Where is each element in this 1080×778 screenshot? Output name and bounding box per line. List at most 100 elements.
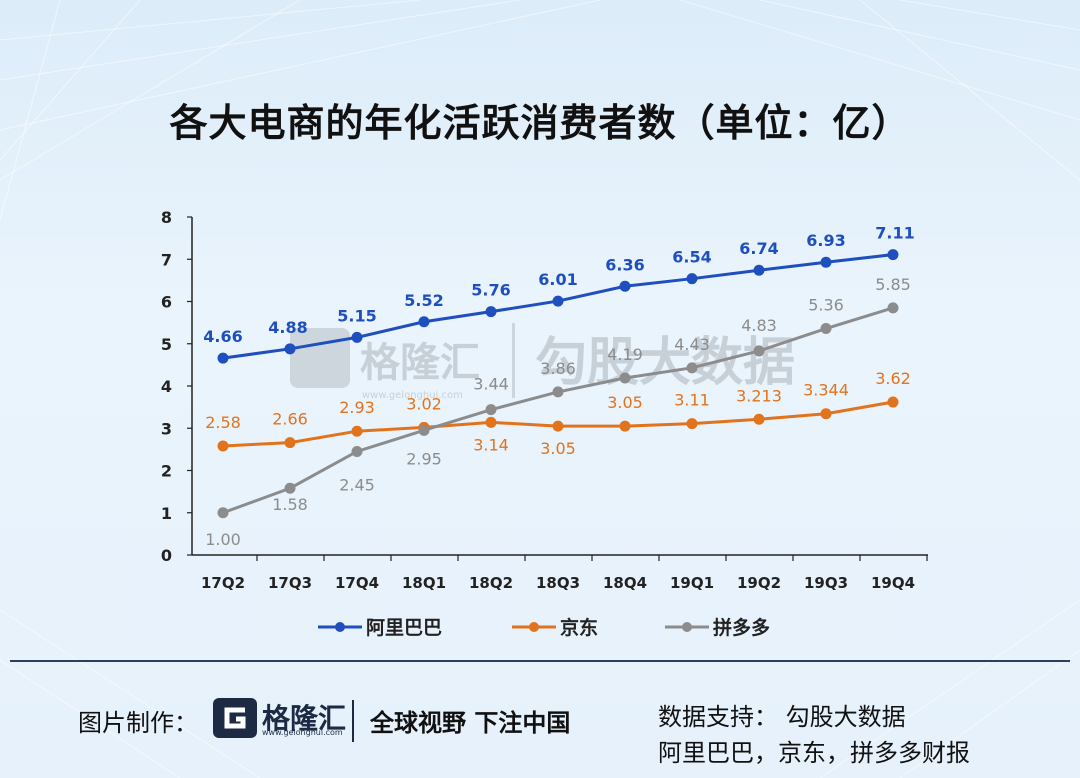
data-point [351,331,363,343]
y-tick-label: 1 [161,504,172,523]
data-label: 5.76 [471,281,510,300]
credit-label: 图片制作： [78,709,198,737]
data-point [820,408,832,420]
data-label: 6.54 [672,248,711,267]
legend-label: 京东 [560,616,598,639]
data-point [820,256,832,268]
data-label: 2.58 [205,413,241,432]
y-tick-label: 8 [161,208,172,227]
data-label: 3.344 [803,381,849,400]
data-label: 3.05 [607,393,643,412]
data-point [284,437,296,449]
legend-swatch-marker [529,622,539,632]
data-label: 5.52 [404,291,443,310]
data-label: 4.66 [203,327,242,346]
data-point [485,404,497,416]
data-point [284,343,296,355]
watermark-url: www.gelonghui.com [362,390,463,401]
y-tick-label: 5 [161,335,172,354]
data-label: 4.83 [741,316,777,335]
brand-logo-icon [213,698,257,738]
data-label: 2.93 [339,398,375,417]
y-tick-label: 2 [161,462,172,481]
data-point [351,425,363,437]
legend-item-阿里巴巴: 阿里巴巴 [318,617,442,639]
series-京东: 2.58 2.66 2.93 3.02 3.14 3.05 3.05 3.11 3.213 3.3… [205,369,911,458]
legend-item-京东: 京东 [512,616,598,639]
data-label: 2.45 [339,475,375,494]
data-label: 3.44 [473,375,509,394]
data-source-line-2: 阿里巴巴，京东，拼多多财报 [658,739,970,767]
brand-logo-text: 格隆汇 [262,702,347,735]
data-point [552,386,564,398]
legend-label: 阿里巴巴 [366,617,442,639]
data-point [217,507,229,519]
data-label: 6.36 [605,255,644,274]
chart-series: 4.66 4.88 5.15 5.52 5.76 6.01 6.36 6.54 6.74 6.93… [203,224,914,549]
footer-separator [352,700,354,742]
data-label: 2.95 [406,449,442,468]
data-point [217,352,229,364]
data-label: 7.11 [875,224,914,243]
data-point [686,362,698,374]
series-阿里巴巴: 4.66 4.88 5.15 5.52 5.76 6.01 6.36 6.54 6.74 6.93… [203,224,915,364]
data-label: 3.213 [736,386,782,405]
data-label: 5.15 [337,306,376,325]
x-tick-label: 19Q2 [737,574,781,592]
data-label: 3.14 [473,435,509,454]
slogan: 全球视野 下注中国 [370,709,571,737]
data-label: 4.88 [268,318,307,337]
data-point [284,482,296,494]
data-label: 6.01 [538,270,577,289]
data-point [820,323,832,335]
x-tick-label: 18Q3 [536,574,580,592]
data-point [753,264,765,276]
data-point [485,306,497,318]
legend-swatch-marker [682,622,692,632]
footer-divider [10,660,1070,662]
data-point [619,372,631,384]
data-label: 3.11 [674,391,710,410]
watermark-logo-icon [290,328,350,388]
data-label: 4.19 [607,345,643,364]
watermark-brand: 格隆汇 [360,340,480,386]
y-tick-label: 4 [161,377,172,396]
data-point [619,420,631,432]
data-point [217,440,229,452]
data-point [418,424,430,436]
data-point [619,280,631,292]
data-label: 1.00 [205,530,241,549]
data-label: 3.86 [540,359,576,378]
data-label: 5.36 [808,296,844,315]
series-line [222,306,894,515]
data-point [753,413,765,425]
data-point [552,295,564,307]
data-label: 6.74 [739,239,778,258]
y-tick-label: 7 [161,250,172,269]
data-label: 1.58 [272,495,308,514]
series-拼多多: 1.00 1.58 2.45 2.95 3.44 3.86 4.19 4.43 4.83 5.36… [205,275,911,549]
x-tick-label: 18Q4 [603,574,647,592]
x-tick-label: 18Q2 [469,574,513,592]
y-tick-label: 0 [161,546,172,565]
data-point [485,416,497,428]
data-label: 6.93 [806,231,845,250]
data-label: 2.66 [272,410,308,429]
legend-item-拼多多: 拼多多 [665,616,770,639]
data-point [686,273,698,285]
data-point [686,418,698,430]
data-label: 3.02 [406,394,442,413]
x-tick-label: 19Q3 [804,574,848,592]
data-point [753,345,765,357]
data-source-line-1: 数据支持： 勾股大数据 [658,703,906,731]
watermark-text: 勾股大数据 [535,333,795,393]
chart-axes: 0 1 2 3 4 5 6 7 8 17Q2 17Q3 17Q4 18Q1 18Q2 18Q3 18Q4 19Q… [161,208,928,592]
data-label: 4.43 [674,335,710,354]
brand-logo-url: www.gelonghui.com [262,728,343,737]
legend-swatch-marker [335,622,345,632]
data-label: 3.05 [540,439,576,458]
data-point [887,396,899,408]
x-tick-label: 19Q4 [871,574,915,592]
